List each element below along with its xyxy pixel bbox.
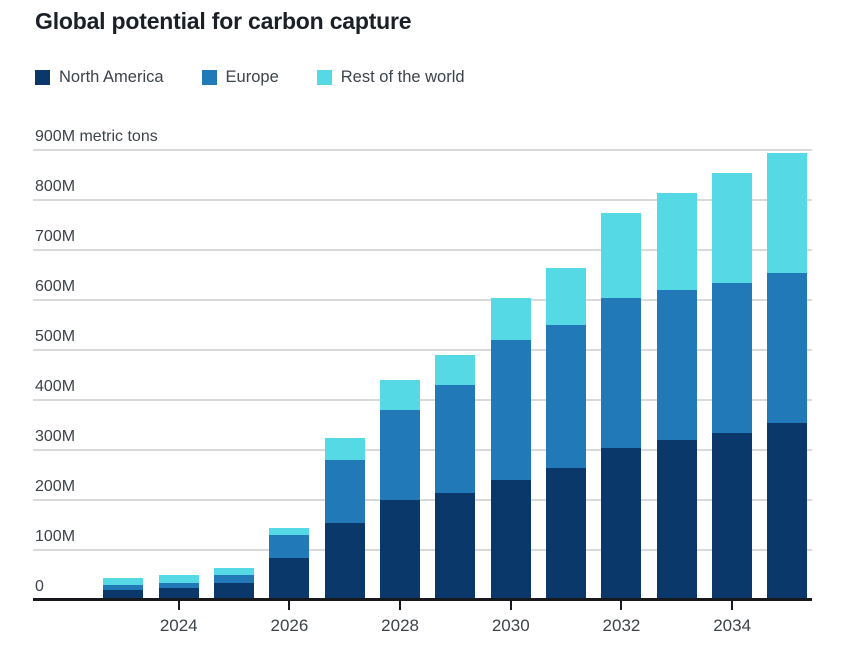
bar-segment-2035-north-america	[767, 422, 808, 600]
bar-segment-2025-north-america	[214, 582, 255, 600]
x-tick-label-2026: 2026	[270, 616, 309, 635]
bar-group-2025	[214, 567, 255, 600]
bar-segment-2028-europe	[380, 410, 421, 500]
bar-segment-2032-rest-of-the-world	[601, 212, 642, 298]
legend-item-north-america: North America	[35, 68, 164, 87]
y-gridline-300	[33, 449, 812, 451]
bar-segment-2023-europe	[103, 585, 144, 590]
x-tick-label-2034: 2034	[713, 616, 752, 635]
y-tick-label-0: 0	[35, 578, 44, 595]
bar-segment-2035-rest-of-the-world	[767, 152, 808, 273]
legend-item-europe: Europe	[201, 68, 279, 87]
bar-segment-2024-europe	[158, 582, 199, 588]
bar-segment-2034-north-america	[712, 432, 753, 600]
bar-segment-2028-north-america	[380, 500, 421, 600]
legend-swatch-north-america	[35, 70, 50, 85]
legend-label-europe: Europe	[225, 68, 279, 86]
legend: North America Europe Rest of the world	[35, 68, 465, 87]
bar-segment-2030-rest-of-the-world	[490, 297, 531, 340]
y-tick-label-700: 700M	[35, 228, 76, 245]
y-gridline-900	[33, 149, 812, 151]
x-tick-2026	[288, 601, 291, 610]
x-tick-2024	[177, 601, 180, 610]
y-gridline-200	[33, 499, 812, 501]
bar-group-2024	[158, 575, 199, 600]
y-gridline-100	[33, 549, 812, 551]
y-gridline-800	[33, 199, 812, 201]
bar-group-2027	[324, 437, 365, 600]
bar-group-2028	[380, 380, 421, 600]
bar-segment-2026-europe	[269, 535, 310, 558]
x-tick-label-2024: 2024	[159, 616, 198, 635]
legend-label-rest-of-world: Rest of the world	[340, 68, 465, 86]
bar-segment-2034-europe	[712, 282, 753, 433]
x-tick-label-2030: 2030	[491, 616, 530, 635]
bar-segment-2033-europe	[656, 290, 697, 440]
legend-label-north-america: North America	[59, 68, 164, 86]
y-tick-label-400: 400M	[35, 378, 76, 395]
y-gridline-500	[33, 349, 812, 351]
bar-group-2035	[767, 152, 808, 600]
bar-segment-2024-rest-of-the-world	[158, 575, 199, 583]
bar-group-2032	[601, 212, 642, 600]
bar-segment-2035-europe	[767, 272, 808, 423]
chart-title: Global potential for carbon capture	[35, 8, 412, 34]
x-tick-2028	[399, 601, 402, 610]
bar-segment-2032-north-america	[601, 447, 642, 600]
x-tick-label-2032: 2032	[602, 616, 641, 635]
x-tick-label-2028: 2028	[381, 616, 419, 635]
bar-segment-2033-rest-of-the-world	[656, 192, 697, 290]
bar-group-2026	[269, 527, 310, 600]
bar-group-2023	[103, 577, 144, 600]
bar-group-2029	[435, 355, 476, 600]
x-tick-2032	[620, 601, 623, 610]
bar-segment-2032-europe	[601, 297, 642, 448]
bar-segment-2025-europe	[214, 575, 255, 583]
bar-group-2030	[490, 297, 531, 600]
bar-group-2031	[546, 267, 587, 600]
y-gridline-600	[33, 299, 812, 301]
legend-item-rest-of-world: Rest of the world	[316, 68, 465, 87]
legend-swatch-rest-of-world	[316, 70, 332, 85]
bar-segment-2030-north-america	[490, 480, 531, 600]
bar-segment-2031-rest-of-the-world	[546, 267, 587, 325]
bar-segment-2023-north-america	[103, 590, 144, 600]
bar-segment-2034-rest-of-the-world	[712, 172, 753, 283]
y-tick-label-500: 500M	[35, 328, 76, 345]
bar-segment-2026-rest-of-the-world	[269, 527, 310, 535]
y-gridline-400	[33, 399, 812, 401]
bar-segment-2027-north-america	[324, 522, 365, 600]
bar-segment-2033-north-america	[656, 440, 697, 600]
y-tick-label-600: 600M	[35, 278, 76, 295]
bar-segment-2023-rest-of-the-world	[103, 577, 144, 585]
bar-segment-2031-north-america	[546, 467, 587, 600]
bar-segment-2031-europe	[546, 325, 587, 468]
y-tick-label-100: 100M	[35, 528, 76, 545]
plot-area: 0 100M 200M 300M 400M 500M 600M 700M 800M 900M me…	[33, 128, 812, 653]
y-tick-label-200: 200M	[35, 478, 76, 495]
bar-segment-2024-north-america	[158, 587, 199, 600]
bar-group-2033	[656, 192, 697, 600]
legend-swatch-europe	[201, 70, 217, 85]
bar-segment-2029-rest-of-the-world	[435, 355, 476, 385]
bar-segment-2030-europe	[490, 340, 531, 480]
y-tick-label-900: 900M metric tons	[35, 128, 158, 145]
bar-segment-2025-rest-of-the-world	[214, 567, 255, 575]
bar-segment-2026-north-america	[269, 557, 310, 600]
y-tick-label-300: 300M	[35, 428, 76, 445]
bar-segment-2028-rest-of-the-world	[380, 380, 421, 410]
bar-segment-2029-north-america	[435, 492, 476, 600]
bar-segment-2029-europe	[435, 385, 476, 493]
bar-segment-2027-europe	[324, 460, 365, 523]
x-axis-baseline	[33, 598, 812, 601]
bar-group-2034	[712, 172, 753, 600]
y-gridline-700	[33, 249, 812, 251]
x-tick-2034	[731, 601, 734, 610]
y-tick-label-800: 800M	[35, 178, 76, 195]
x-tick-2030	[509, 601, 512, 610]
bar-segment-2027-rest-of-the-world	[324, 437, 365, 460]
